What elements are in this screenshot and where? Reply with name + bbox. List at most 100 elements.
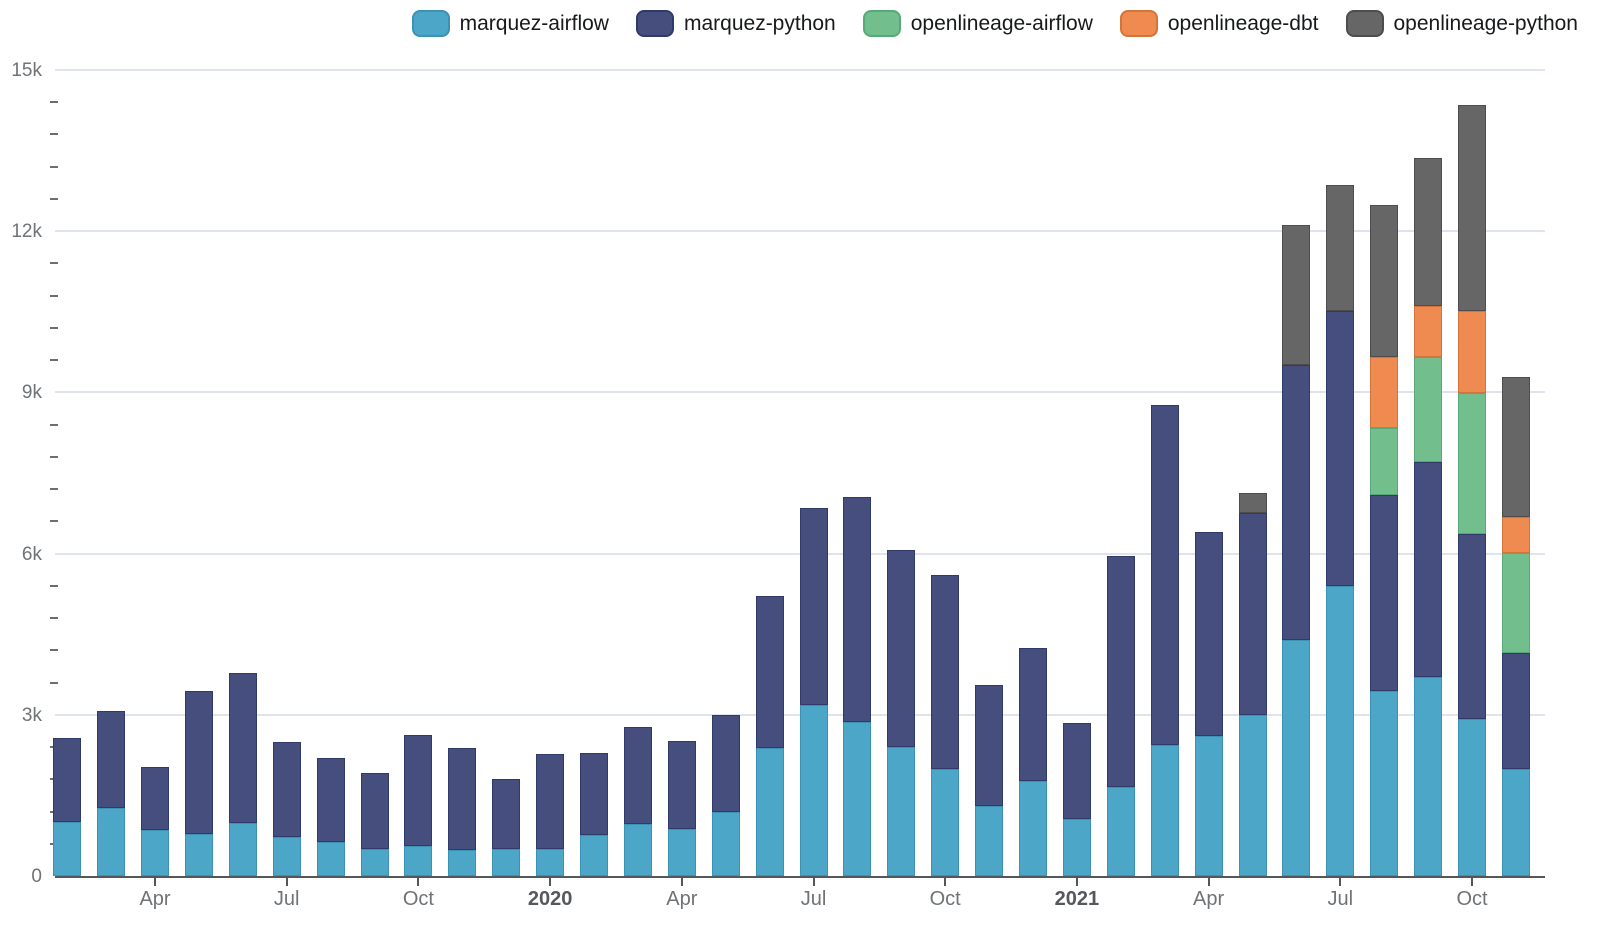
bar-segment-marquez-airflow[interactable] xyxy=(53,822,82,876)
bar-aug-2019[interactable] xyxy=(316,758,345,876)
bar-segment-marquez-python[interactable] xyxy=(97,710,126,808)
bar-mar-2021[interactable] xyxy=(1150,405,1179,876)
bar-segment-openlineage-python[interactable] xyxy=(1414,158,1443,307)
bar-may-2020[interactable] xyxy=(711,714,740,876)
bar-mar-2020[interactable] xyxy=(623,727,652,876)
bar-segment-openlineage-dbt[interactable] xyxy=(1370,356,1399,428)
bar-segment-marquez-python[interactable] xyxy=(1106,556,1135,788)
bar-jul-2021[interactable] xyxy=(1326,184,1355,876)
bar-segment-marquez-python[interactable] xyxy=(1062,722,1091,819)
bar-jul-2019[interactable] xyxy=(272,742,301,876)
bar-segment-marquez-python[interactable] xyxy=(228,673,257,824)
bar-segment-marquez-airflow[interactable] xyxy=(1062,818,1091,876)
bar-sep-2020[interactable] xyxy=(887,550,916,876)
bar-dec-2020[interactable] xyxy=(1019,647,1047,876)
bar-segment-marquez-airflow[interactable] xyxy=(1238,715,1267,876)
bar-segment-marquez-airflow[interactable] xyxy=(184,833,213,876)
bar-segment-marquez-airflow[interactable] xyxy=(536,848,565,876)
bar-nov-2020[interactable] xyxy=(975,684,1004,876)
bar-feb-2020[interactable] xyxy=(580,752,608,876)
bar-segment-marquez-airflow[interactable] xyxy=(1414,676,1443,876)
bar-segment-openlineage-airflow[interactable] xyxy=(1458,392,1486,534)
bar-oct-2020[interactable] xyxy=(931,575,960,876)
bar-feb-2021[interactable] xyxy=(1106,556,1135,876)
bar-segment-openlineage-python[interactable] xyxy=(1501,376,1530,517)
bar-segment-openlineage-python[interactable] xyxy=(1458,104,1486,311)
bar-segment-marquez-airflow[interactable] xyxy=(228,823,257,876)
bar-segment-marquez-python[interactable] xyxy=(623,727,652,825)
bar-segment-marquez-airflow[interactable] xyxy=(1501,768,1530,876)
bar-sep-2021[interactable] xyxy=(1414,158,1443,876)
bar-segment-marquez-python[interactable] xyxy=(799,508,828,705)
bar-segment-marquez-python[interactable] xyxy=(404,735,433,847)
bar-segment-marquez-python[interactable] xyxy=(1194,531,1223,737)
bar-segment-openlineage-python[interactable] xyxy=(1238,493,1267,513)
bar-segment-marquez-python[interactable] xyxy=(1150,405,1179,746)
bar-segment-marquez-python[interactable] xyxy=(184,691,213,834)
bar-segment-openlineage-python[interactable] xyxy=(1326,184,1355,311)
bar-segment-marquez-python[interactable] xyxy=(975,684,1004,806)
bar-segment-marquez-python[interactable] xyxy=(53,737,82,823)
bar-jan-2021[interactable] xyxy=(1062,722,1091,876)
bar-segment-marquez-airflow[interactable] xyxy=(843,722,872,876)
bar-segment-marquez-airflow[interactable] xyxy=(492,849,521,876)
bar-segment-marquez-python[interactable] xyxy=(755,596,784,748)
bar-segment-marquez-airflow[interactable] xyxy=(141,829,169,876)
bar-segment-marquez-python[interactable] xyxy=(887,550,916,747)
bar-segment-marquez-airflow[interactable] xyxy=(316,842,345,876)
bar-apr-2021[interactable] xyxy=(1194,531,1223,876)
bar-segment-marquez-airflow[interactable] xyxy=(580,834,608,876)
bar-segment-openlineage-python[interactable] xyxy=(1282,225,1311,365)
legend-item-marquez-python[interactable]: marquez-python xyxy=(635,10,836,37)
bar-mar-2019[interactable] xyxy=(97,710,126,876)
bar-segment-marquez-python[interactable] xyxy=(931,575,960,769)
bar-segment-marquez-airflow[interactable] xyxy=(1150,745,1179,876)
bar-jun-2019[interactable] xyxy=(228,673,257,876)
bar-segment-marquez-python[interactable] xyxy=(1019,647,1047,781)
bar-segment-marquez-python[interactable] xyxy=(667,741,696,829)
bar-sep-2019[interactable] xyxy=(360,773,389,876)
bar-segment-marquez-python[interactable] xyxy=(843,497,872,723)
bar-jan-2020[interactable] xyxy=(536,754,565,876)
bar-segment-marquez-airflow[interactable] xyxy=(755,747,784,876)
bar-segment-marquez-python[interactable] xyxy=(711,714,740,812)
bar-segment-marquez-python[interactable] xyxy=(1326,310,1355,586)
bar-apr-2019[interactable] xyxy=(141,767,169,876)
bar-segment-marquez-python[interactable] xyxy=(1370,495,1399,691)
bar-segment-marquez-python[interactable] xyxy=(1501,653,1530,769)
bar-segment-marquez-airflow[interactable] xyxy=(931,768,960,876)
bar-segment-marquez-python[interactable] xyxy=(580,752,608,835)
bar-oct-2021[interactable] xyxy=(1458,104,1486,876)
bar-jun-2021[interactable] xyxy=(1282,225,1311,876)
bar-segment-marquez-python[interactable] xyxy=(141,767,169,830)
bar-segment-marquez-python[interactable] xyxy=(1282,365,1311,640)
bar-segment-marquez-airflow[interactable] xyxy=(1282,639,1311,876)
bar-segment-marquez-python[interactable] xyxy=(492,778,521,850)
bar-segment-marquez-airflow[interactable] xyxy=(1370,690,1399,876)
bar-segment-marquez-airflow[interactable] xyxy=(799,704,828,876)
bar-jul-2020[interactable] xyxy=(799,508,828,876)
bar-segment-openlineage-dbt[interactable] xyxy=(1501,516,1530,554)
bar-segment-marquez-python[interactable] xyxy=(360,773,389,850)
bar-segment-openlineage-airflow[interactable] xyxy=(1370,427,1399,496)
bar-segment-marquez-airflow[interactable] xyxy=(97,807,126,876)
bar-segment-marquez-python[interactable] xyxy=(316,758,345,843)
bar-segment-marquez-airflow[interactable] xyxy=(711,811,740,876)
bar-jun-2020[interactable] xyxy=(755,596,784,876)
bar-apr-2020[interactable] xyxy=(667,741,696,876)
bar-segment-marquez-airflow[interactable] xyxy=(667,828,696,876)
bar-segment-openlineage-dbt[interactable] xyxy=(1458,310,1486,393)
legend-item-openlineage-airflow[interactable]: openlineage-airflow xyxy=(862,10,1093,37)
bar-segment-openlineage-dbt[interactable] xyxy=(1414,306,1443,357)
bar-segment-openlineage-airflow[interactable] xyxy=(1414,356,1443,462)
bar-nov-2021[interactable] xyxy=(1501,376,1530,876)
bar-segment-marquez-airflow[interactable] xyxy=(1194,736,1223,876)
bar-dec-2019[interactable] xyxy=(492,778,521,876)
bar-segment-marquez-python[interactable] xyxy=(1238,512,1267,716)
bar-segment-openlineage-python[interactable] xyxy=(1370,204,1399,357)
bar-segment-marquez-airflow[interactable] xyxy=(1019,780,1047,876)
bar-segment-marquez-airflow[interactable] xyxy=(1326,585,1355,876)
bar-segment-marquez-airflow[interactable] xyxy=(1458,718,1486,876)
bar-segment-marquez-airflow[interactable] xyxy=(404,846,433,876)
legend-item-openlineage-python[interactable]: openlineage-python xyxy=(1345,10,1578,37)
